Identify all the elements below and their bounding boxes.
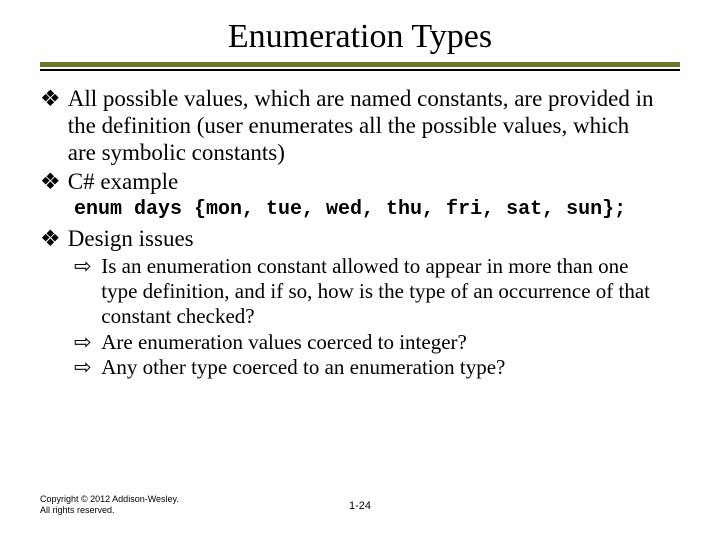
diamond-bullet-icon: ❖ — [40, 225, 62, 252]
accent-rule — [40, 62, 680, 67]
bullet-item: ❖ C# example — [40, 168, 680, 195]
title-underline — [40, 62, 680, 71]
bullet-text: Design issues — [68, 225, 658, 252]
bullet-item: ❖ Design issues — [40, 225, 680, 252]
sub-bullet-list: ⇨ Is an enumeration constant allowed to … — [74, 254, 680, 380]
page-number: 1-24 — [0, 500, 720, 512]
sub-bullet-text: Any other type coerced to an enumeration… — [101, 355, 661, 380]
code-snippet: enum days {mon, tue, wed, thu, fri, sat,… — [74, 198, 680, 222]
diamond-bullet-icon: ❖ — [40, 168, 62, 195]
bullet-item: ❖ All possible values, which are named c… — [40, 85, 680, 166]
arrow-bullet-icon: ⇨ — [74, 330, 96, 355]
slide-title: Enumeration Types — [40, 18, 680, 56]
sub-bullet-item: ⇨ Are enumeration values coerced to inte… — [74, 330, 680, 355]
content-area: ❖ All possible values, which are named c… — [40, 85, 680, 380]
arrow-bullet-icon: ⇨ — [74, 355, 96, 380]
diamond-bullet-icon: ❖ — [40, 85, 62, 112]
sub-bullet-item: ⇨ Any other type coerced to an enumerati… — [74, 355, 680, 380]
bullet-text: C# example — [68, 168, 658, 195]
sub-bullet-item: ⇨ Is an enumeration constant allowed to … — [74, 254, 680, 328]
sub-bullet-text: Are enumeration values coerced to intege… — [101, 330, 661, 355]
sub-bullet-text: Is an enumeration constant allowed to ap… — [101, 254, 661, 328]
bullet-text: All possible values, which are named con… — [68, 85, 658, 166]
black-rule — [40, 69, 680, 71]
slide: Enumeration Types ❖ All possible values,… — [0, 0, 720, 540]
arrow-bullet-icon: ⇨ — [74, 254, 96, 279]
